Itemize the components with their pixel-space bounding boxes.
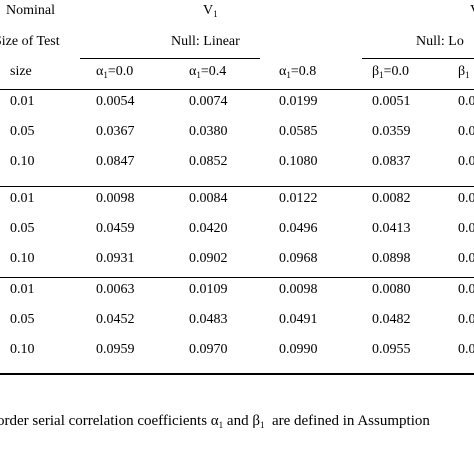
table-row: 0.10 0.0931 0.0902 0.0968 0.0898 0.0: [0, 251, 474, 267]
value-cell: 0.0837: [372, 154, 411, 169]
null-log-label: Null: Lo: [416, 34, 464, 49]
size-cell: 0.05: [10, 124, 35, 139]
null-linear-rule: [80, 58, 260, 59]
value-cell: 0.0054: [96, 94, 135, 109]
table-row: 0.01 0.0063 0.0109 0.0098 0.0080 0.0: [0, 282, 474, 298]
size-cell: 0.10: [10, 342, 35, 357]
table-bottom-rule: [0, 373, 474, 375]
value-cell: 0.0496: [279, 221, 318, 236]
nominal-label: Nominal: [6, 3, 55, 18]
value-cell: 0.0: [458, 191, 474, 206]
value-cell: 0.0098: [279, 282, 318, 297]
size-cell: 0.05: [10, 312, 35, 327]
value-cell: 0.0074: [189, 94, 228, 109]
value-cell: 0.0: [458, 282, 474, 297]
value-cell: 0.1080: [279, 154, 318, 169]
value-cell: 0.0955: [372, 342, 411, 357]
value-cell: 0.0970: [189, 342, 228, 357]
size-cell: 0.05: [10, 221, 35, 236]
value-cell: 0.0080: [372, 282, 411, 297]
null-linear-label: Null: Linear: [171, 34, 240, 49]
value-cell: 0.0: [458, 251, 474, 266]
value-cell: 0.0898: [372, 251, 411, 266]
column-header: α1=0.8: [279, 64, 317, 80]
table-row: 0.10 0.0847 0.0852 0.1080 0.0837 0.0: [0, 154, 474, 170]
size-of-test-label: Size of Test: [0, 34, 60, 49]
value-cell: 0.0109: [189, 282, 228, 297]
value-cell: 0.0367: [96, 124, 135, 139]
value-cell: 0.0122: [279, 191, 318, 206]
value-cell: 0.0491: [279, 312, 318, 327]
table-row: 0.05 0.0367 0.0380 0.0585 0.0359 0.0: [0, 124, 474, 140]
column-header: β1: [458, 64, 470, 80]
value-cell: 0.0084: [189, 191, 228, 206]
v1-label: V1: [203, 3, 218, 19]
value-cell: 0.0902: [189, 251, 228, 266]
value-cell: 0.0: [458, 312, 474, 327]
value-cell: 0.0098: [96, 191, 135, 206]
value-cell: 0.0585: [279, 124, 318, 139]
table-row: 0.05 0.0459 0.0420 0.0496 0.0413 0.0: [0, 221, 474, 237]
column-header: α1=0.0: [96, 64, 134, 80]
size-cell: 0.10: [10, 251, 35, 266]
value-cell: 0.0: [458, 124, 474, 139]
value-cell: 0.0959: [96, 342, 135, 357]
column-header: α1=0.4: [189, 64, 227, 80]
value-cell: 0.0199: [279, 94, 318, 109]
value-cell: 0.0483: [189, 312, 228, 327]
table-row: 0.01 0.0098 0.0084 0.0122 0.0082 0.0: [0, 191, 474, 207]
group-rule-2: [0, 277, 474, 278]
value-cell: 0.0359: [372, 124, 411, 139]
value-cell: 0.0: [458, 221, 474, 236]
column-header: β1=0.0: [372, 64, 410, 80]
size-cell: 0.01: [10, 94, 35, 109]
value-cell: 0.0051: [372, 94, 411, 109]
value-cell: 0.0420: [189, 221, 228, 236]
value-cell: 0.0459: [96, 221, 135, 236]
v2-label-clipped: V: [470, 3, 474, 19]
size-label: size: [10, 64, 32, 79]
value-cell: 0.0482: [372, 312, 411, 327]
table-row: 0.01 0.0054 0.0074 0.0199 0.0051 0.0: [0, 94, 474, 110]
header-bottom-rule: [0, 89, 474, 90]
value-cell: 0.0: [458, 154, 474, 169]
value-cell: 0.0: [458, 342, 474, 357]
value-cell: 0.0990: [279, 342, 318, 357]
value-cell: 0.0452: [96, 312, 135, 327]
value-cell: 0.0852: [189, 154, 228, 169]
value-cell: 0.0: [458, 94, 474, 109]
value-cell: 0.0847: [96, 154, 135, 169]
size-cell: 0.01: [10, 282, 35, 297]
value-cell: 0.0082: [372, 191, 411, 206]
table-row: 0.10 0.0959 0.0970 0.0990 0.0955 0.0: [0, 342, 474, 358]
null-log-rule: [362, 58, 474, 59]
footnote: order serial correlation coefficients α1…: [0, 413, 430, 430]
group-rule-1: [0, 186, 474, 187]
value-cell: 0.0380: [189, 124, 228, 139]
value-cell: 0.0968: [279, 251, 318, 266]
value-cell: 0.0063: [96, 282, 135, 297]
value-cell: 0.0413: [372, 221, 411, 236]
value-cell: 0.0931: [96, 251, 135, 266]
size-cell: 0.10: [10, 154, 35, 169]
size-cell: 0.01: [10, 191, 35, 206]
table-row: 0.05 0.0452 0.0483 0.0491 0.0482 0.0: [0, 312, 474, 328]
